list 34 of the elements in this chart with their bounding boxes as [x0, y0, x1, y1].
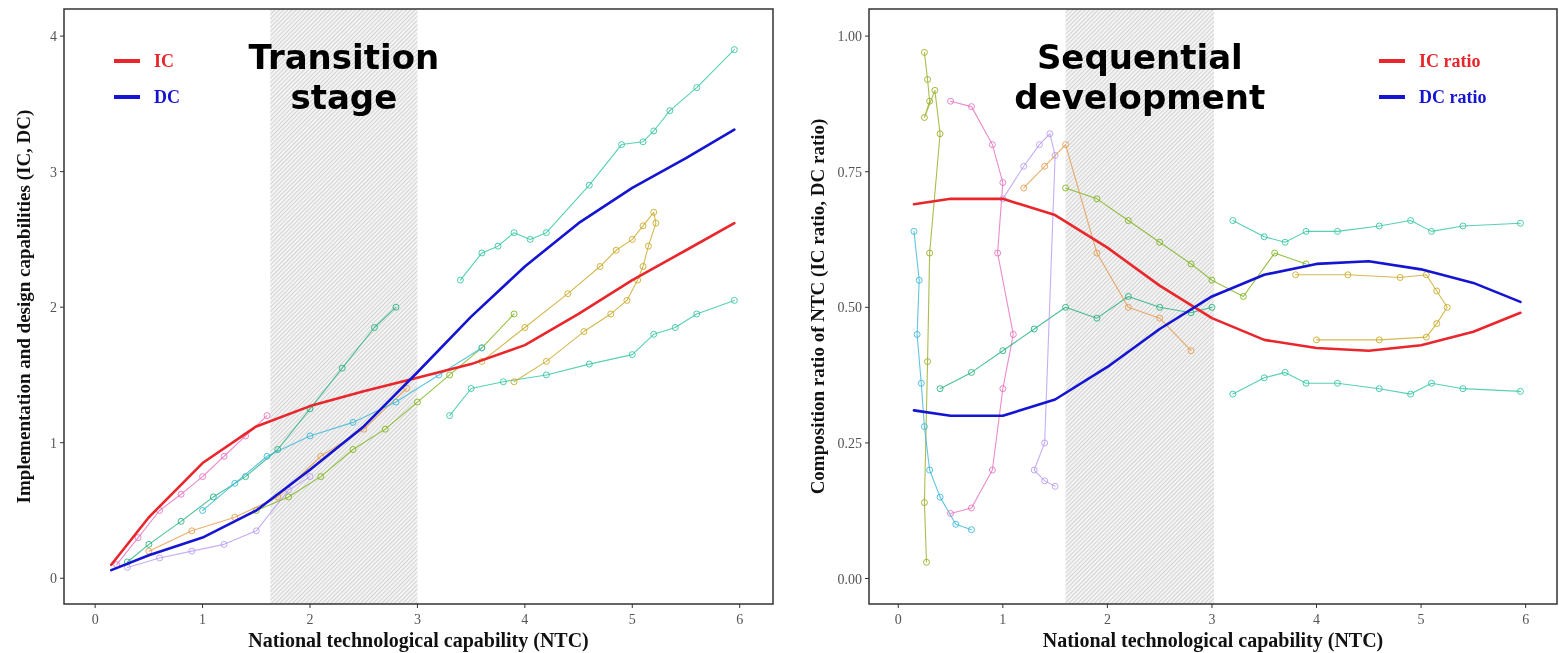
y-tick-label: 0.00 [837, 571, 862, 587]
y-tick-label: 3 [50, 164, 57, 180]
x-axis-title: National technological capability (NTC) [1042, 629, 1384, 652]
x-tick-label: 6 [736, 612, 744, 627]
x-tick-label: 4 [521, 612, 529, 627]
band-label: Transition stage [248, 37, 440, 117]
x-tick-label: 0 [894, 612, 902, 627]
legend-label: DC [154, 87, 180, 107]
y-tick-label: 0.25 [837, 435, 862, 451]
x-tick-label: 0 [91, 612, 99, 627]
y-tick-label: 0 [50, 571, 57, 587]
x-tick-label: 1 [999, 612, 1007, 627]
y-tick-label: 1 [50, 435, 57, 451]
y-tick-label: 1.00 [837, 29, 862, 45]
y-tick-label: 0.75 [837, 164, 862, 180]
x-tick-label: 6 [1522, 612, 1530, 627]
x-tick-label: 3 [1208, 612, 1216, 627]
y-tick-label: 2 [50, 300, 57, 316]
y-tick-label: 0.50 [837, 300, 862, 316]
x-tick-label: 4 [1313, 612, 1321, 627]
y-tick-label: 4 [50, 29, 57, 45]
x-tick-label: 5 [1417, 612, 1425, 627]
x-tick-label: 2 [1103, 612, 1111, 627]
band-label: Sequential development [1014, 37, 1266, 117]
legend-label: DC ratio [1419, 87, 1487, 107]
x-tick-label: 5 [628, 612, 636, 627]
y-axis-title: Composition ratio of NTC (IC ratio, DC ratio) [807, 118, 829, 495]
x-tick-label: 3 [413, 612, 421, 627]
x-tick-label: 2 [306, 612, 314, 627]
x-axis-title: National technological capability (NTC) [248, 629, 589, 652]
legend-label: IC ratio [1419, 51, 1481, 71]
x-tick-label: 1 [199, 612, 207, 627]
legend-label: IC [154, 51, 175, 71]
y-axis-title: Implementation and design capabilities (IC, DC) [13, 109, 35, 504]
